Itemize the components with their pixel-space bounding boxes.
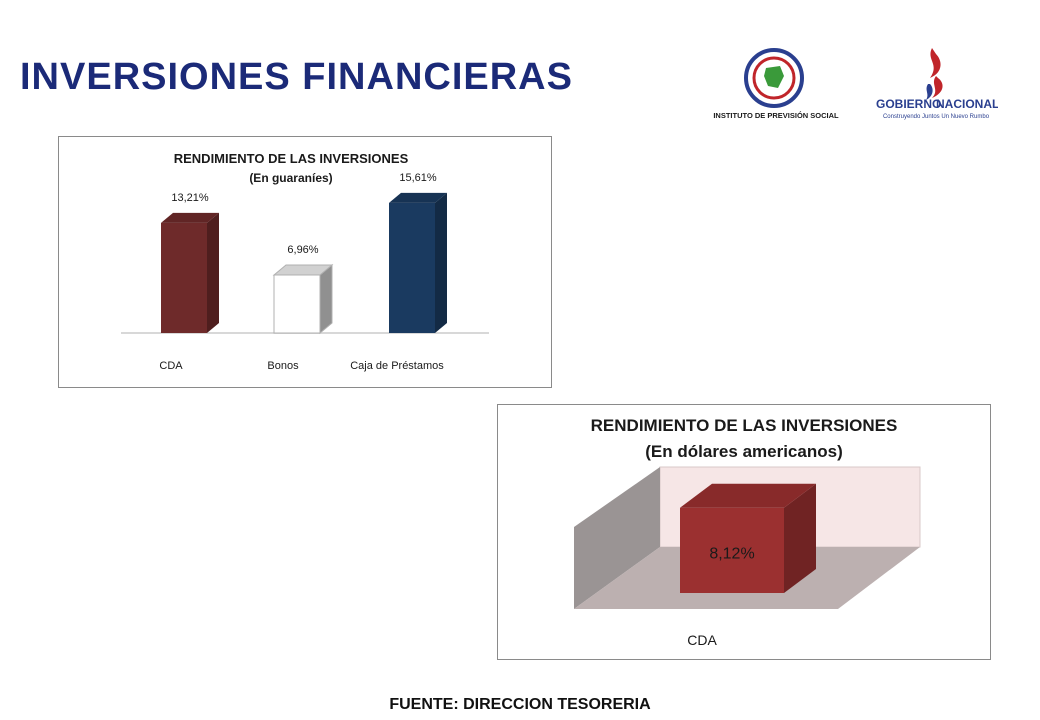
ips-logo: INSTITUTO DE PREVISIÓN SOCIAL (708, 46, 844, 122)
ips-seal-icon: INSTITUTO DE PREVISIÓN SOCIAL (713, 48, 839, 120)
bar (389, 192, 447, 333)
chart-guaranies-title: RENDIMIENTO DE LAS INVERSIONES (174, 151, 409, 166)
gobierno-text-a: GOBIERNO (876, 97, 941, 111)
bar-top (680, 483, 816, 508)
chart-dolares-svg: RENDIMIENTO DE LAS INVERSIONES (En dólar… (574, 416, 921, 648)
x-tick-label: CDA (687, 632, 717, 648)
bar-side (207, 212, 219, 333)
bar-side (319, 263, 333, 335)
bar-top (389, 192, 447, 203)
source-note: FUENTE: DIRECCION TESORERIA (389, 696, 651, 713)
gobierno-tagline: Construyendo Juntos Un Nuevo Rumbo (883, 114, 990, 120)
bar-front (273, 274, 321, 334)
bar-top (272, 264, 334, 276)
chart-dolares-title: RENDIMIENTO DE LAS INVERSIONES (591, 416, 898, 435)
side-wall (574, 467, 660, 609)
bar-front (161, 222, 207, 333)
bar (161, 212, 219, 333)
chart-guaranies-bars (161, 192, 447, 335)
chart-dolares-subtitle: (En dólares americanos) (645, 442, 842, 461)
data-label: 6,96% (287, 244, 318, 256)
chart-guaranies-subtitle: (En guaraníes) (249, 171, 332, 185)
data-label: 8,12% (709, 545, 754, 562)
bar-side (784, 483, 816, 593)
chart-guaranies: RENDIMIENTO DE LAS INVERSIONES (En guara… (58, 136, 552, 388)
x-tick-label: Bonos (267, 360, 299, 372)
x-tick-label: CDA (159, 360, 183, 372)
x-tick-label: Caja de Préstamos (350, 360, 444, 372)
bar (272, 263, 334, 335)
gobierno-text-b: NACIONAL (936, 97, 998, 111)
chart-dolares: RENDIMIENTO DE LAS INVERSIONES (En dólar… (497, 404, 991, 660)
bar-front (680, 507, 784, 593)
bar-side (435, 192, 447, 333)
chart-dolares-bars (680, 483, 816, 593)
chart-guaranies-svg: RENDIMIENTO DE LAS INVERSIONES (En guara… (121, 151, 489, 372)
page-title: INVERSIONES FINANCIERAS (20, 56, 573, 98)
flame-icon (926, 48, 943, 100)
gobierno-logo: GOBIERNO NACIONAL Construyendo Juntos Un… (870, 46, 998, 122)
bar-front (389, 202, 435, 333)
bar (680, 483, 816, 593)
bar-top (161, 212, 219, 223)
data-label: 15,61% (399, 172, 437, 184)
ips-logo-text: INSTITUTO DE PREVISIÓN SOCIAL (713, 111, 839, 120)
data-label: 13,21% (171, 192, 209, 204)
